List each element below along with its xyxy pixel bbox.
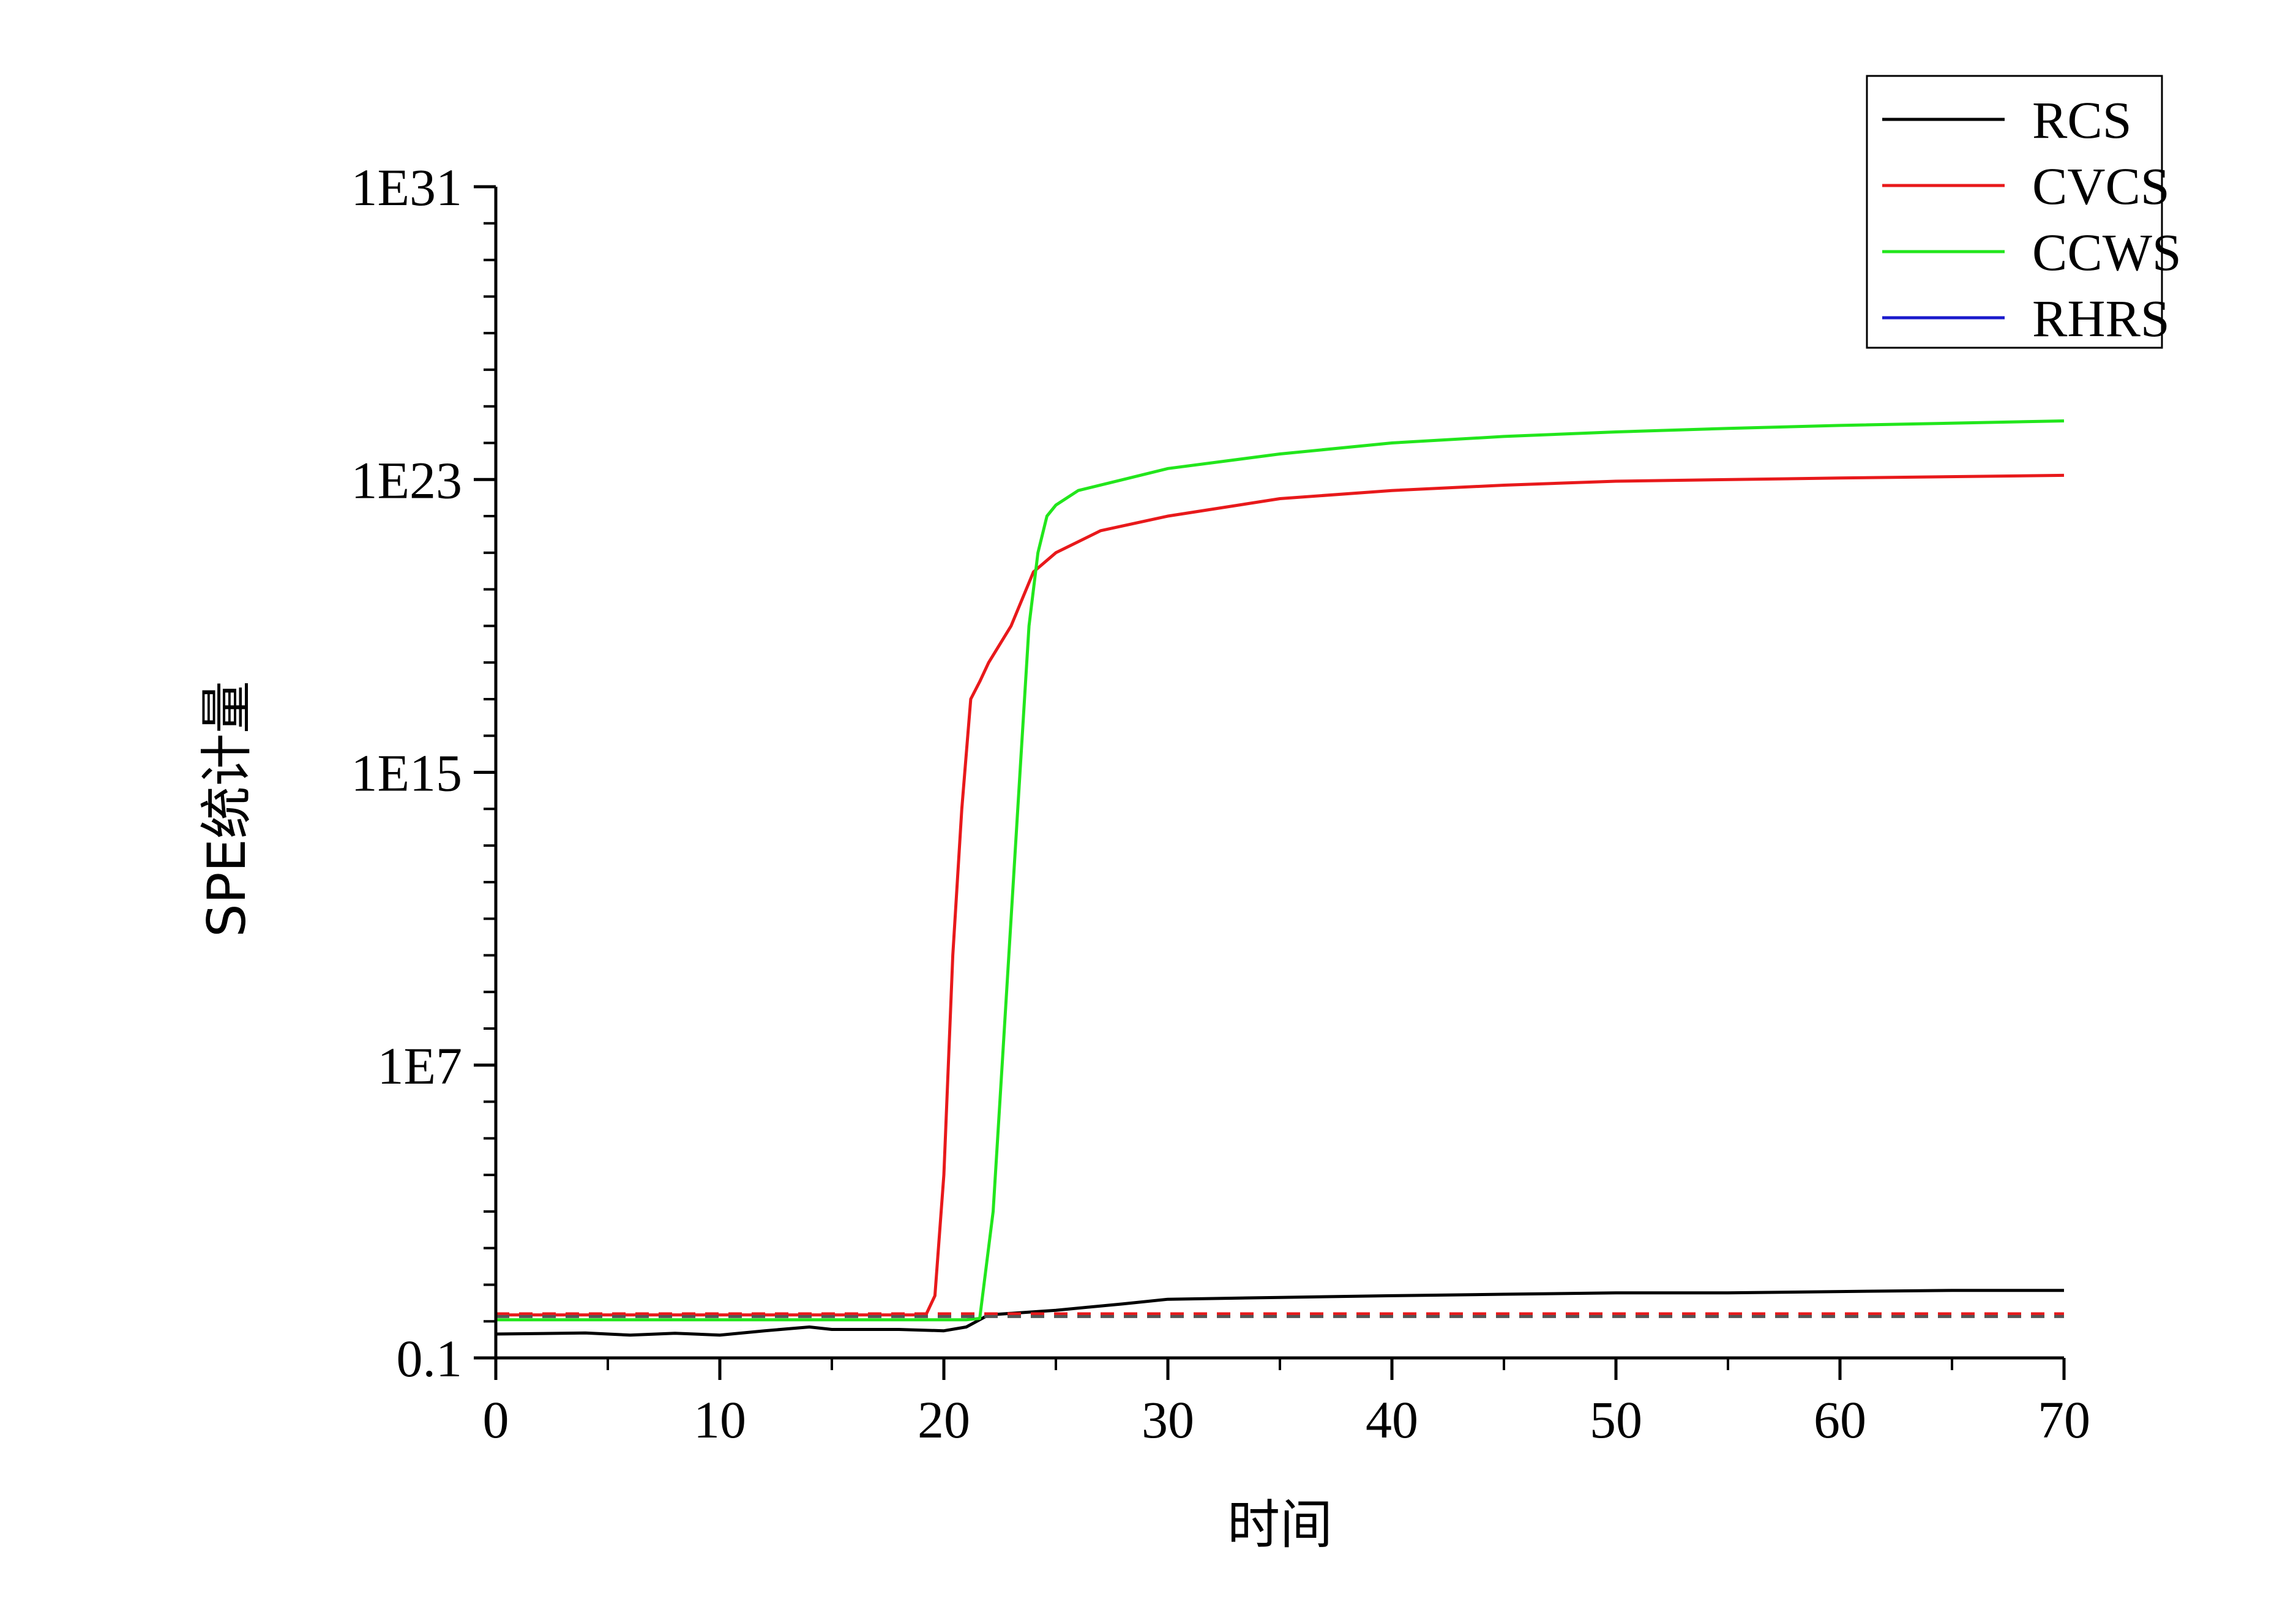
y-tick-label: 0.1 [397, 1329, 463, 1388]
y-tick-label: 1E31 [351, 158, 462, 217]
plot-lines [495, 419, 2065, 1337]
legend-label-rcs: RCS [2032, 91, 2132, 149]
series-line-ccws [496, 419, 2065, 1322]
x-tick-label: 30 [1142, 1390, 1194, 1449]
legend-label-cvcs: CVCS [2032, 157, 2170, 216]
legend-label-ccws: CCWS [2032, 223, 2182, 282]
axes [494, 187, 2064, 1360]
threshold-lines [496, 1312, 2064, 1318]
x-tick-label: 50 [1590, 1390, 1642, 1449]
legend: RCS CVCS CCWS RHRS [1866, 75, 2182, 349]
x-tick-label: 70 [2038, 1390, 2090, 1449]
y-axis-title: SPE统计量 [196, 681, 258, 937]
x-tick-label: 10 [694, 1390, 746, 1449]
x-tick-label: 40 [1366, 1390, 1418, 1449]
ticks [474, 185, 2066, 1380]
x-tick-label: 0 [483, 1390, 509, 1449]
legend-box [1866, 75, 2163, 349]
y-tick-label: 1E23 [351, 451, 462, 509]
x-axis-title: 时间 [1227, 1494, 1333, 1556]
x-tick-label: 60 [1814, 1390, 1866, 1449]
series-line-cvcs [496, 473, 2065, 1317]
x-tick-label: 20 [918, 1390, 970, 1449]
y-tick-label: 1E15 [351, 744, 462, 803]
legend-label-rhrs: RHRS [2032, 289, 2170, 348]
y-tick-label: 1E7 [377, 1036, 462, 1095]
tick-labels: 0 10 20 30 40 50 60 70 0.1 1E7 1E15 1E23 1E31 [351, 158, 2090, 1449]
